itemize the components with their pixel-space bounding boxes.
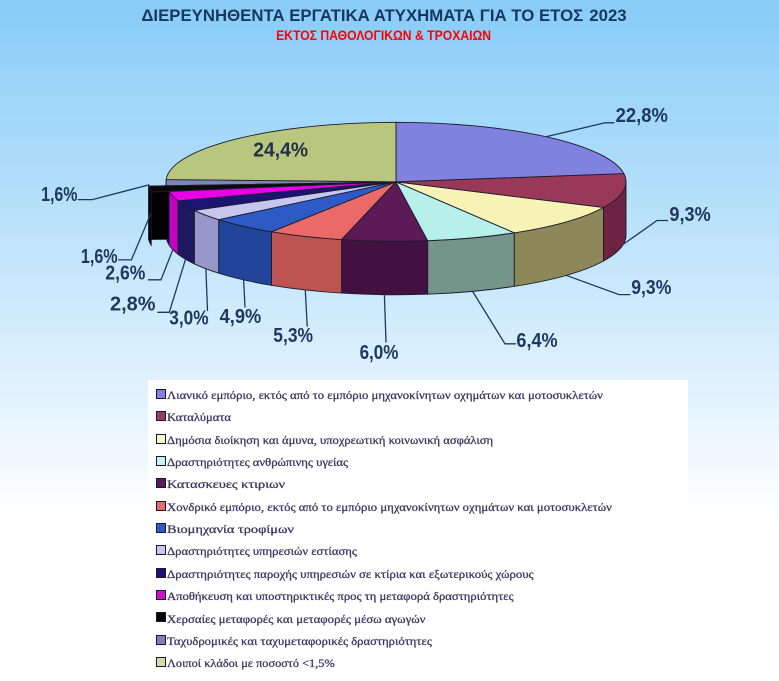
svg-text:1,6%: 1,6% [81,246,118,268]
svg-text:22,8%: 22,8% [616,105,668,127]
svg-text:9,3%: 9,3% [669,204,710,226]
svg-text:4,9%: 4,9% [220,306,262,328]
svg-text:6,0%: 6,0% [360,342,399,364]
svg-text:1,6%: 1,6% [41,184,78,206]
svg-text:6,4%: 6,4% [516,330,557,352]
svg-text:2,6%: 2,6% [105,263,145,285]
svg-text:3,0%: 3,0% [169,307,208,329]
svg-text:2,8%: 2,8% [110,294,156,316]
svg-text:9,3%: 9,3% [631,277,671,299]
svg-text:5,3%: 5,3% [273,325,313,347]
svg-text:24,4%: 24,4% [253,140,308,162]
